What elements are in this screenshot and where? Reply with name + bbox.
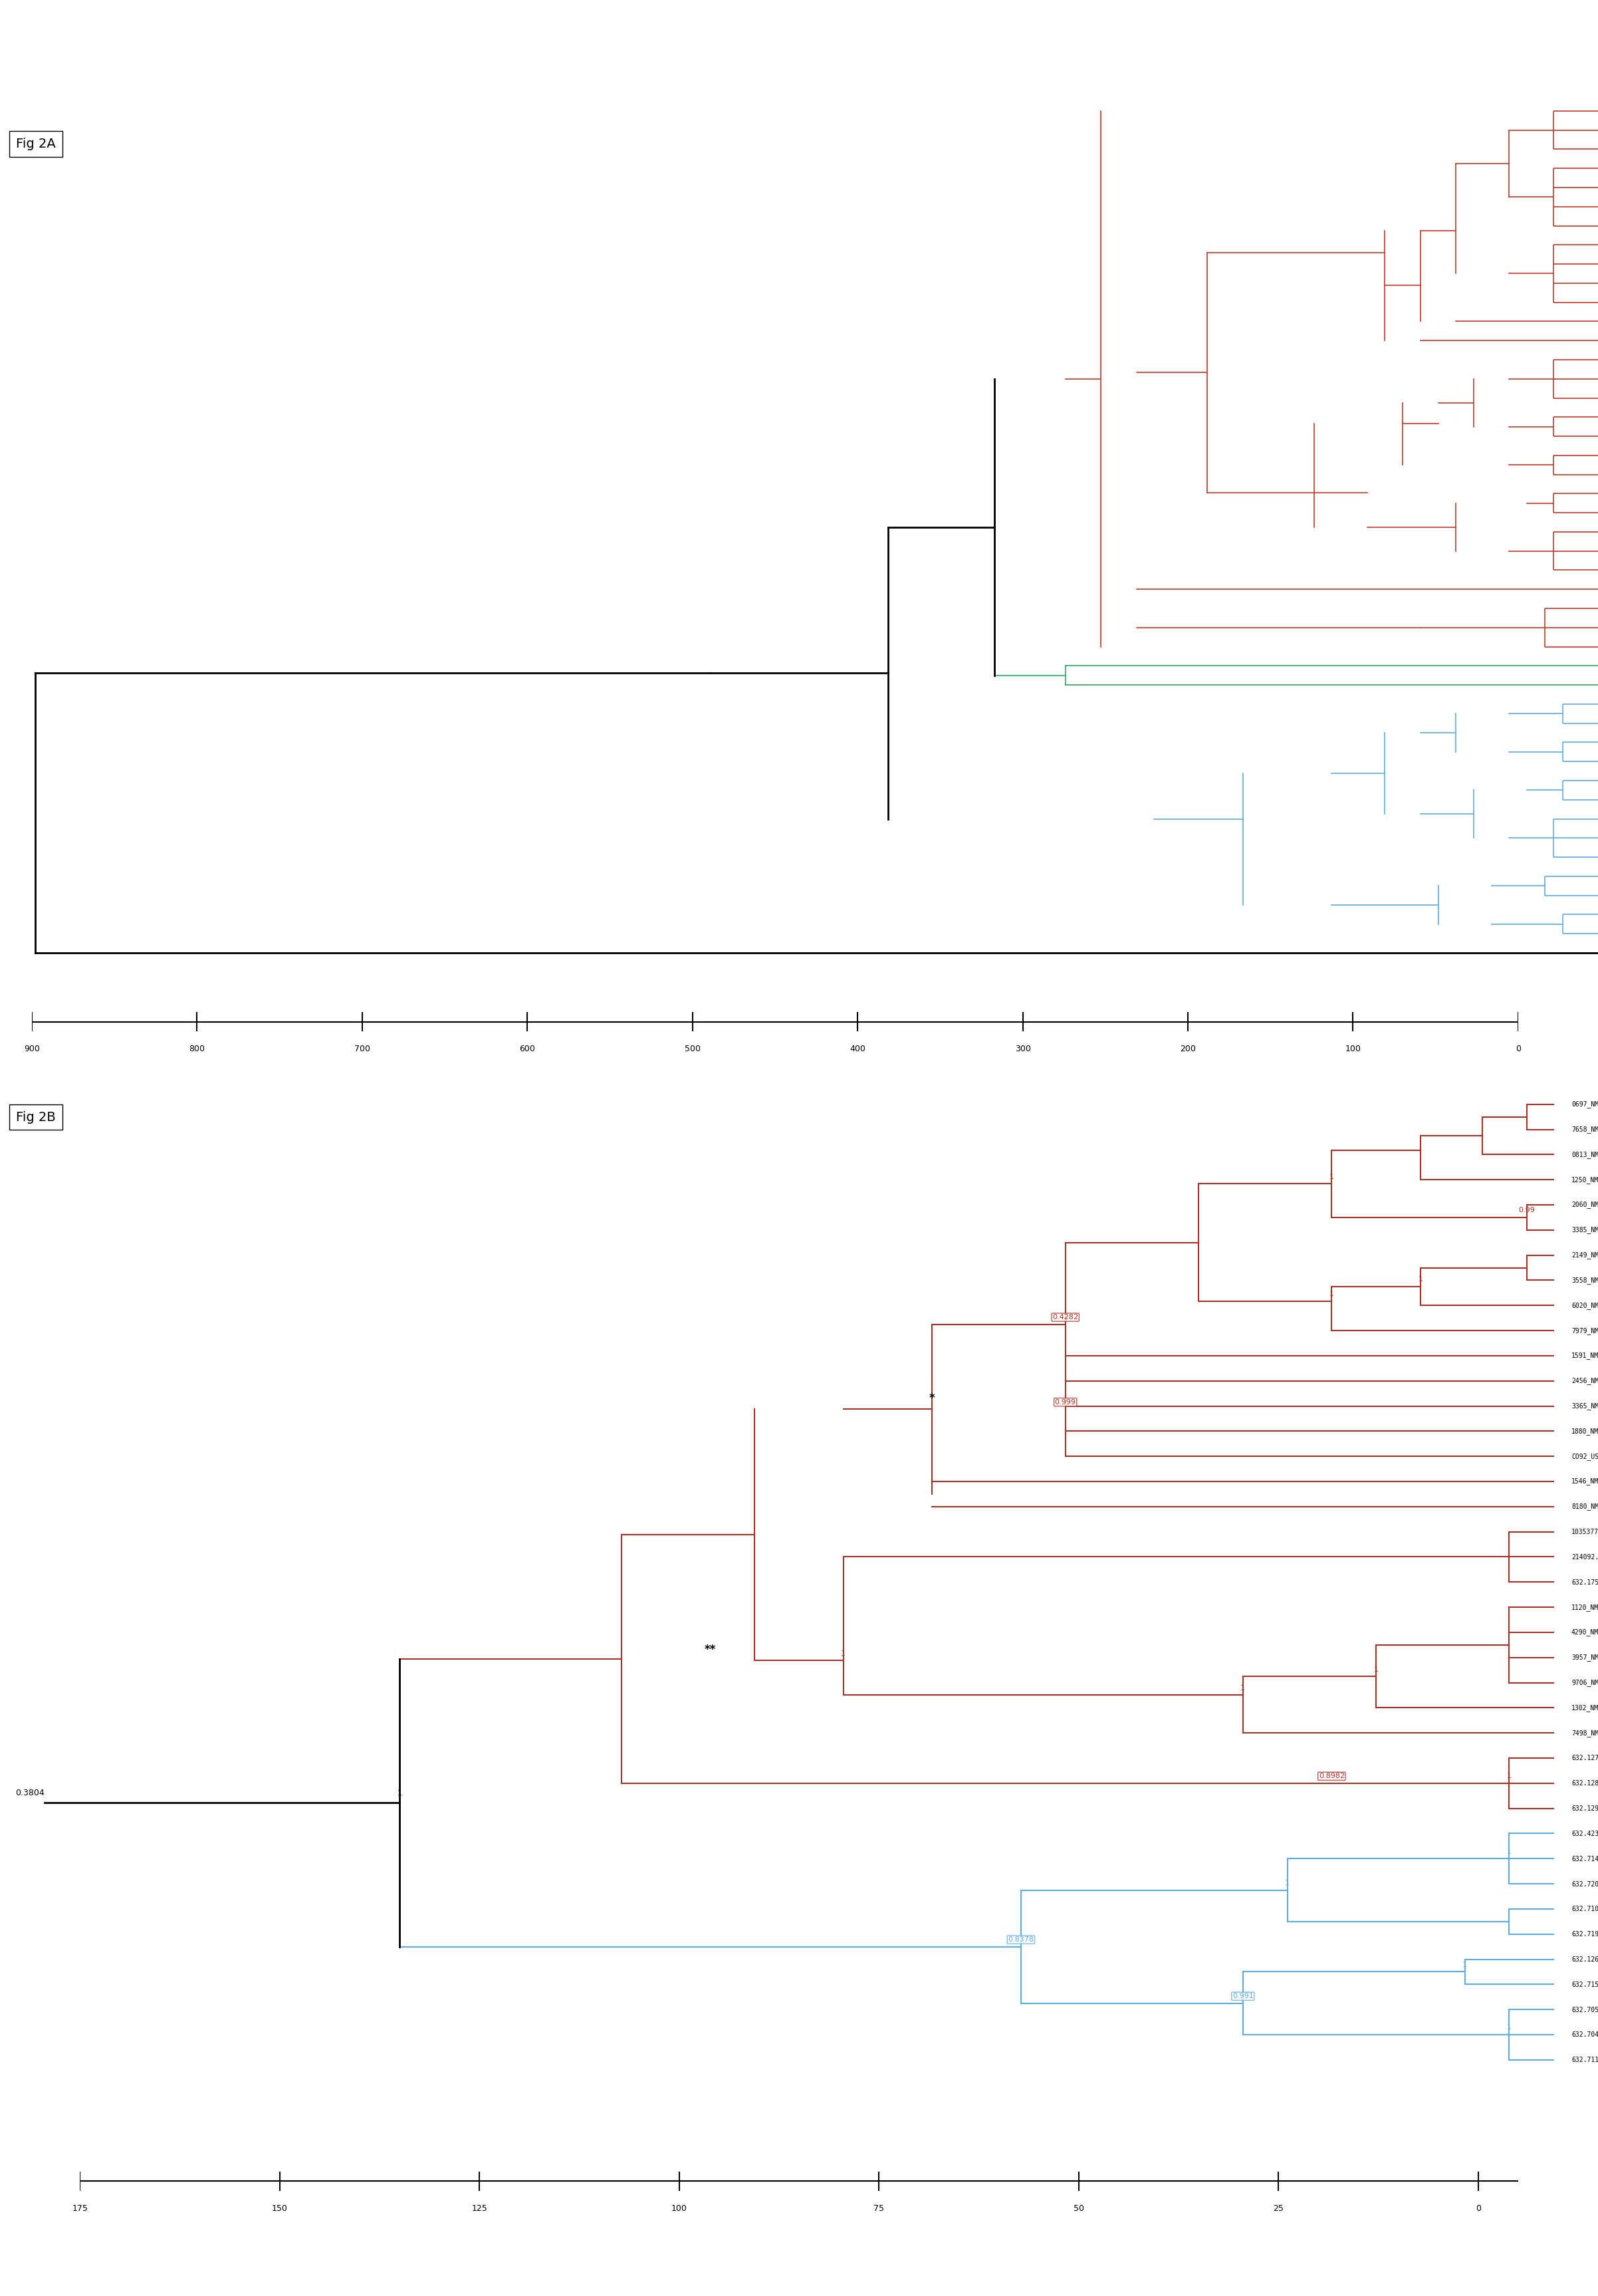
Text: 1: 1	[1285, 1880, 1290, 1887]
Text: 632.704_R_1970: 632.704_R_1970	[1571, 2032, 1598, 2039]
Text: 900: 900	[24, 1045, 40, 1054]
Text: 8180_NM_2014: 8180_NM_2014	[1571, 1504, 1598, 1511]
Text: 7979_NM_2013: 7979_NM_2013	[1571, 1327, 1598, 1334]
Text: 0.99: 0.99	[1518, 1208, 1536, 1215]
Text: 175: 175	[72, 2204, 88, 2213]
Text: 1: 1	[1507, 1848, 1512, 1855]
Text: 1880_NM_1982: 1880_NM_1982	[1571, 1428, 1598, 1435]
Text: 50: 50	[1074, 2204, 1083, 2213]
Text: 0813_NM_2009: 0813_NM_2009	[1571, 1150, 1598, 1157]
Text: 2060_NM_1988: 2060_NM_1988	[1571, 1201, 1598, 1208]
Text: CO92_USA_1992: CO92_USA_1992	[1571, 1453, 1598, 1460]
Text: 632.127_USA_1954: 632.127_USA_1954	[1571, 1754, 1598, 1761]
Text: 0.4282: 0.4282	[1053, 1313, 1079, 1320]
Text: 1: 1	[841, 1651, 845, 1658]
Text: 632.720_R_2012: 632.720_R_2012	[1571, 1880, 1598, 1887]
Text: 7498_NM_2013: 7498_NM_2013	[1571, 1729, 1598, 1736]
Text: Fig 2B: Fig 2B	[16, 1111, 56, 1123]
Text: 400: 400	[850, 1045, 866, 1054]
Text: 600: 600	[519, 1045, 535, 1054]
Text: 632.719_R_2015: 632.719_R_2015	[1571, 1931, 1598, 1938]
Text: 1546_NM_2003: 1546_NM_2003	[1571, 1479, 1598, 1486]
Text: 1: 1	[1417, 1277, 1422, 1283]
Text: **: **	[705, 1644, 716, 1655]
Text: 0: 0	[1475, 2204, 1481, 2213]
Text: 1: 1	[1240, 1685, 1245, 1692]
Text: 9706_NM_2011: 9706_NM_2011	[1571, 1678, 1598, 1685]
Text: 4290_NM_2015: 4290_NM_2015	[1571, 1628, 1598, 1637]
Text: *: *	[930, 1391, 935, 1405]
Text: 1: 1	[1507, 2025, 1512, 2032]
Text: 1035377.9_USA_1939: 1035377.9_USA_1939	[1571, 1529, 1598, 1536]
Text: 100: 100	[1346, 1045, 1361, 1054]
Text: 1302_NM_1983: 1302_NM_1983	[1571, 1704, 1598, 1711]
Text: 100: 100	[671, 2204, 687, 2213]
Text: 0697_NM_2013: 0697_NM_2013	[1571, 1100, 1598, 1109]
Text: 632.423_R_1984: 632.423_R_1984	[1571, 1830, 1598, 1837]
Text: 632.129_USA_1967: 632.129_USA_1967	[1571, 1805, 1598, 1812]
Text: 2456_NM_1998: 2456_NM_1998	[1571, 1378, 1598, 1384]
Text: 150: 150	[272, 2204, 288, 2213]
Text: 3385_NM_1988: 3385_NM_1988	[1571, 1226, 1598, 1233]
Text: 632.128_USA_2002: 632.128_USA_2002	[1571, 1779, 1598, 1786]
Text: 632.715_R_1966: 632.715_R_1966	[1571, 1981, 1598, 1988]
Text: 1: 1	[1330, 1290, 1334, 1297]
Text: 700: 700	[355, 1045, 371, 1054]
Text: 0.3804: 0.3804	[16, 1789, 45, 1798]
Text: 1250_NM_2008: 1250_NM_2008	[1571, 1176, 1598, 1182]
Text: 632.705_C_1996: 632.705_C_1996	[1571, 2007, 1598, 2014]
Text: 0: 0	[1515, 1045, 1521, 1054]
Text: 3558_NM_2015: 3558_NM_2015	[1571, 1277, 1598, 1283]
Text: 0.991: 0.991	[1232, 1993, 1253, 2000]
Text: 632.710_R_2018: 632.710_R_2018	[1571, 1906, 1598, 1913]
Text: 0.8378: 0.8378	[1008, 1936, 1034, 1942]
Text: 1: 1	[1374, 1667, 1379, 1674]
Text: 75: 75	[874, 2204, 884, 2213]
Text: 1591_NM_2003: 1591_NM_2003	[1571, 1352, 1598, 1359]
Text: 1120_NM_2015: 1120_NM_2015	[1571, 1603, 1598, 1612]
Text: 214092.181_USA_1952: 214092.181_USA_1952	[1571, 1554, 1598, 1561]
Text: 3957_NM_2014: 3957_NM_2014	[1571, 1653, 1598, 1660]
Text: 800: 800	[189, 1045, 205, 1054]
Text: 2149_NM_2009: 2149_NM_2009	[1571, 1251, 1598, 1258]
Text: 1: 1	[398, 1791, 401, 1798]
Text: 1: 1	[1330, 1173, 1334, 1180]
Text: 500: 500	[684, 1045, 700, 1054]
Text: 125: 125	[471, 2204, 487, 2213]
Text: 300: 300	[1015, 1045, 1031, 1054]
Text: 632.714_R_2012: 632.714_R_2012	[1571, 1855, 1598, 1862]
Text: 632.126_C_1940: 632.126_C_1940	[1571, 1956, 1598, 1963]
Text: 632.711_R_2001: 632.711_R_2001	[1571, 2057, 1598, 2064]
Text: 6020_NM_2015: 6020_NM_2015	[1571, 1302, 1598, 1309]
Text: 0.999: 0.999	[1055, 1398, 1075, 1405]
Text: 1: 1	[1507, 1773, 1512, 1779]
Text: 7658_NM_2013: 7658_NM_2013	[1571, 1125, 1598, 1132]
Text: 0.8982: 0.8982	[1318, 1773, 1344, 1779]
Text: 632.175_USA_2016: 632.175_USA_2016	[1571, 1577, 1598, 1587]
Text: 25: 25	[1274, 2204, 1283, 2213]
Text: 3365_NM_1992: 3365_NM_1992	[1571, 1403, 1598, 1410]
Text: Fig 2A: Fig 2A	[16, 138, 56, 152]
Text: 200: 200	[1179, 1045, 1195, 1054]
Text: 1: 1	[1462, 1961, 1467, 1968]
